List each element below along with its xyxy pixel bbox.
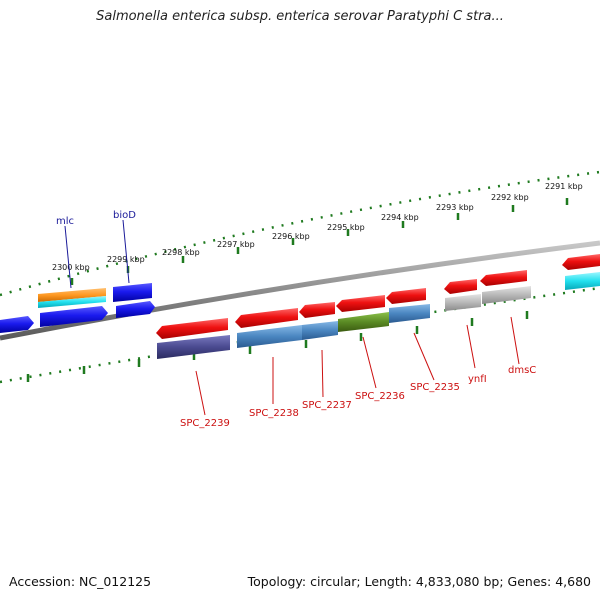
tick-label: 2294 kbp	[381, 213, 419, 222]
gene-arrow-red[interactable]	[386, 288, 426, 304]
gene-arrow-blue[interactable]	[113, 283, 152, 302]
tick-label: 2296 kbp	[272, 232, 310, 241]
gene-label[interactable]: ynfI	[468, 374, 487, 385]
tick-label: 2293 kbp	[436, 203, 474, 212]
gene-arrow-blue[interactable]	[116, 301, 155, 318]
gene-block-olive[interactable]	[338, 312, 389, 332]
tick-label: 2291 kbp	[545, 182, 583, 191]
gene-arrow-red[interactable]	[480, 270, 527, 286]
gene-arrow-blue[interactable]	[0, 316, 34, 333]
gene-arrow-red[interactable]	[235, 308, 298, 328]
inner-major-ticks	[26, 311, 529, 382]
outer-major-ticks	[70, 198, 569, 285]
gene-label[interactable]: SPC_2238	[249, 408, 299, 419]
gene-block-steelblue[interactable]	[237, 325, 302, 348]
left-gene-group	[0, 283, 155, 333]
gene-label-biod[interactable]: bioD	[113, 210, 136, 221]
gene-label[interactable]: SPC_2237	[302, 400, 352, 411]
gene-arrow-orange[interactable]	[38, 288, 106, 302]
tick-label: 2297 kbp	[217, 240, 255, 249]
gene-arrow-red[interactable]	[336, 295, 385, 312]
accession-text: Accession: NC_012125	[9, 574, 152, 589]
gene-label[interactable]: SPC_2239	[180, 418, 230, 429]
gene-block-gray[interactable]	[482, 286, 531, 304]
label-leaders-top	[64, 219, 130, 289]
gene-arrow-red[interactable]	[299, 302, 335, 318]
gene-label[interactable]: dmsC	[508, 365, 536, 376]
gene-arrow-red[interactable]	[444, 279, 477, 294]
label-leaders-bottom	[195, 316, 520, 416]
tick-label: 2292 kbp	[491, 193, 529, 202]
gene-block-gray[interactable]	[445, 294, 481, 311]
gene-block-steelblue[interactable]	[389, 304, 430, 323]
tick-label: 2298 kbp	[162, 248, 200, 257]
tick-labels: 2300 kbp 2299 kbp 2298 kbp 2297 kbp 2296…	[52, 182, 583, 272]
gene-arrow-blue[interactable]	[40, 306, 108, 327]
genome-backbone	[0, 240, 600, 341]
gene-block-steelblue[interactable]	[302, 321, 338, 340]
gene-labels-top: mlc bioD	[56, 210, 136, 227]
tick-label: 2295 kbp	[327, 223, 365, 232]
cog-block-group	[157, 272, 600, 359]
gene-arrow-red[interactable]	[156, 318, 228, 339]
gene-arrow-cyan[interactable]	[38, 296, 106, 308]
gene-label-mlc[interactable]: mlc	[56, 216, 74, 227]
gene-label[interactable]: SPC_2236	[355, 391, 405, 402]
tick-label: 2299 kbp	[107, 255, 145, 264]
gene-labels-bottom: SPC_2239 SPC_2238 SPC_2237 SPC_2236 SPC_…	[180, 365, 536, 429]
forward-gene-group	[156, 254, 600, 339]
genome-summary-text: Topology: circular; Length: 4,833,080 bp…	[247, 574, 591, 589]
genome-title: Salmonella enterica subsp. enterica sero…	[96, 9, 504, 24]
gene-block-cyan[interactable]	[565, 272, 600, 290]
gene-label[interactable]: SPC_2235	[410, 382, 460, 393]
gene-block-slateblue[interactable]	[157, 335, 230, 359]
gene-arrow-red[interactable]	[562, 254, 600, 270]
tick-label: 2300 kbp	[52, 263, 90, 272]
